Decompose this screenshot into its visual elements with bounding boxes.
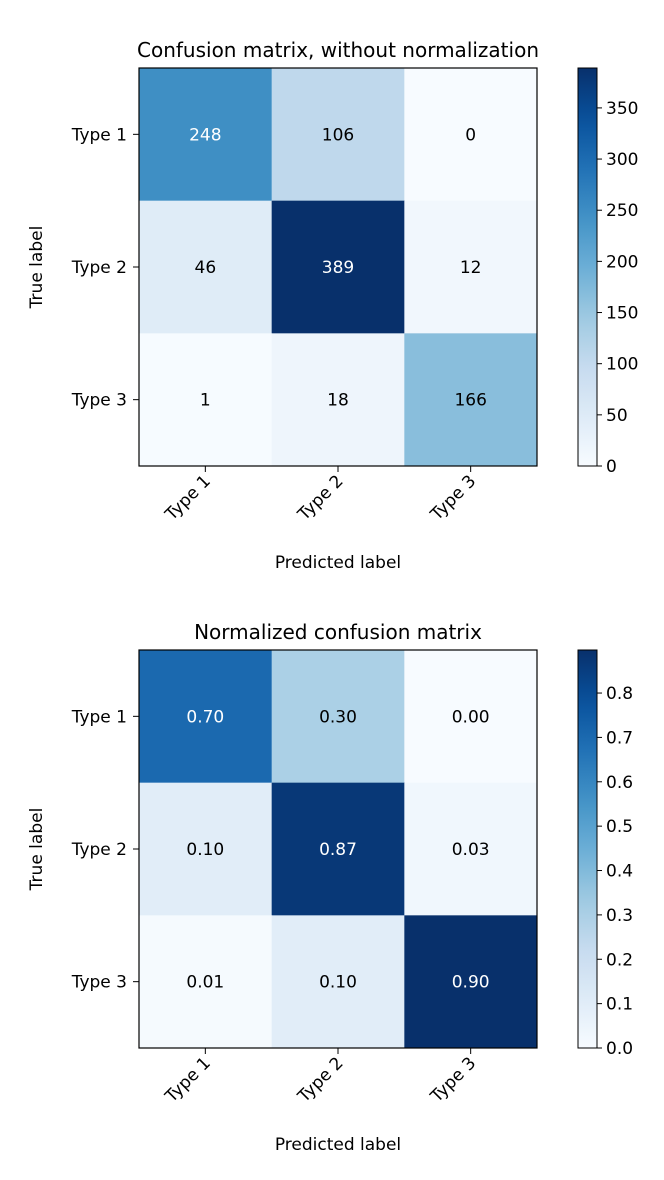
cell-value-label: 46: [195, 258, 217, 278]
x-tick-label: Type 3: [426, 1053, 480, 1107]
colorbar-tick-label: 0.7: [606, 728, 633, 748]
cell-value-label: 0.10: [319, 973, 357, 993]
y-axis-label: True label: [27, 808, 47, 892]
cell-value-label: 12: [460, 258, 482, 278]
cell-value-label: 0.10: [186, 840, 224, 860]
chart-title: Confusion matrix, without normalization: [137, 38, 539, 62]
cell-value-label: 0.30: [319, 707, 357, 727]
heatmap-cell: [271, 915, 405, 1049]
colorbar-tick-label: 0.5: [606, 817, 633, 837]
x-tick-label: Type 2: [294, 471, 348, 525]
heatmap-cell: [271, 68, 405, 202]
colorbar-tick-label: 0.2: [606, 950, 633, 970]
colorbar-tick-label: 50: [606, 406, 628, 426]
heatmap-cell: [271, 200, 405, 334]
chart-title: Normalized confusion matrix: [194, 620, 482, 644]
cell-value-label: 0.00: [452, 707, 490, 727]
x-tick-label: Type 3: [426, 471, 480, 525]
heatmap-cell: [404, 782, 538, 916]
cell-value-label: 389: [322, 258, 354, 278]
colorbar-tick-label: 0.8: [606, 684, 633, 704]
heatmap-cell: [139, 915, 273, 1049]
heatmap-cell: [271, 650, 405, 784]
heatmap-cell: [404, 68, 538, 202]
cell-value-label: 166: [454, 391, 486, 411]
cell-value-label: 248: [189, 125, 221, 145]
cell-value-label: 18: [327, 391, 349, 411]
heatmap-cell: [404, 915, 538, 1049]
y-tick-label: Type 3: [71, 973, 127, 993]
x-tick-label: Type 1: [161, 471, 215, 525]
heatmap-cell: [139, 68, 273, 202]
cell-value-label: 0.03: [452, 840, 490, 860]
colorbar-tick-label: 350: [606, 99, 638, 119]
heatmap-cell: [271, 333, 405, 467]
x-tick-label: Type 1: [161, 1053, 215, 1107]
colorbar: [577, 649, 598, 1049]
x-tick-label: Type 2: [294, 1053, 348, 1107]
heatmap-cell: [404, 650, 538, 784]
x-axis-label: Predicted label: [275, 553, 401, 573]
heatmap-cell: [139, 333, 273, 467]
colorbar: [577, 67, 598, 467]
y-axis-label: True label: [27, 226, 47, 310]
cell-value-label: 106: [322, 125, 354, 145]
chart-panel-2: Normalized confusion matrix 0.70 0.30 0.00 0…: [27, 620, 633, 1155]
colorbar-tick-label: 0: [606, 457, 617, 477]
colorbar-tick-label: 100: [606, 355, 638, 375]
heatmap-cell: [404, 200, 538, 334]
cell-value-label: 0.90: [452, 973, 490, 993]
colorbar-tick-label: 0.1: [606, 995, 633, 1015]
cell-value-label: 0.01: [186, 973, 224, 993]
colorbar-tick-label: 0.3: [606, 906, 633, 926]
colorbar-tick-label: 300: [606, 150, 638, 170]
y-tick-label: Type 2: [71, 840, 127, 860]
colorbar-tick-label: 0.6: [606, 773, 633, 793]
colorbar-tick-label: 0.4: [606, 862, 633, 882]
colorbar-tick-label: 200: [606, 252, 638, 272]
colorbar-tick-label: 0.0: [606, 1039, 633, 1059]
heatmap-cell: [404, 333, 538, 467]
cell-value-label: 0.87: [319, 840, 357, 860]
y-tick-label: Type 3: [71, 391, 127, 411]
heatmap-cell: [139, 200, 273, 334]
cell-value-label: 0.70: [186, 707, 224, 727]
cell-value-label: 0: [465, 125, 476, 145]
heatmap-cell: [139, 650, 273, 784]
x-axis-label: Predicted label: [275, 1135, 401, 1155]
heatmap-cell: [271, 782, 405, 916]
y-tick-label: Type 1: [71, 707, 127, 727]
cell-value-label: 1: [200, 391, 211, 411]
y-tick-label: Type 1: [71, 125, 127, 145]
chart-panel-1: Confusion matrix, without normalization 2…: [27, 38, 638, 573]
y-tick-label: Type 2: [71, 258, 127, 278]
colorbar-tick-label: 250: [606, 201, 638, 221]
heatmap-cell: [139, 782, 273, 916]
colorbar-tick-label: 150: [606, 304, 638, 324]
